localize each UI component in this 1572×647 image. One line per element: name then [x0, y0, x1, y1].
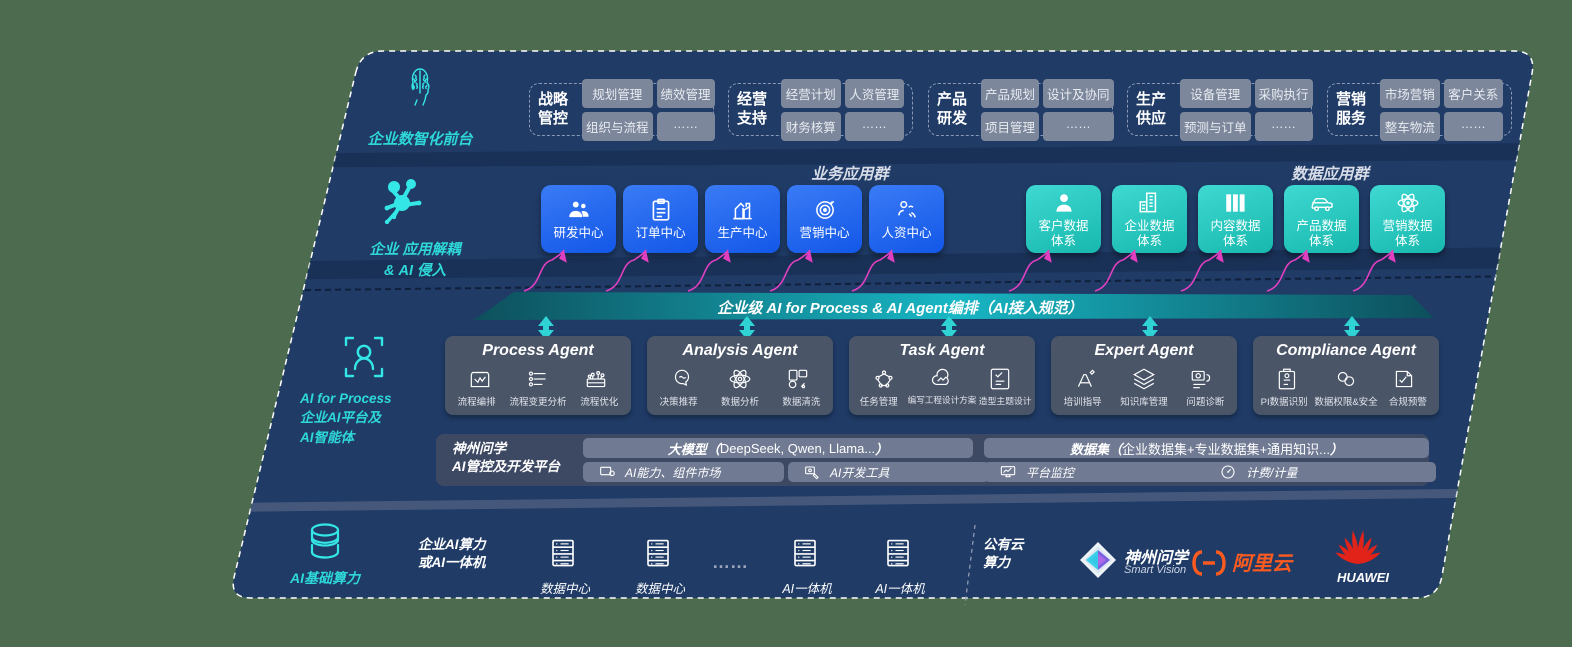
svg-text:阿里云: 阿里云	[1232, 553, 1294, 575]
